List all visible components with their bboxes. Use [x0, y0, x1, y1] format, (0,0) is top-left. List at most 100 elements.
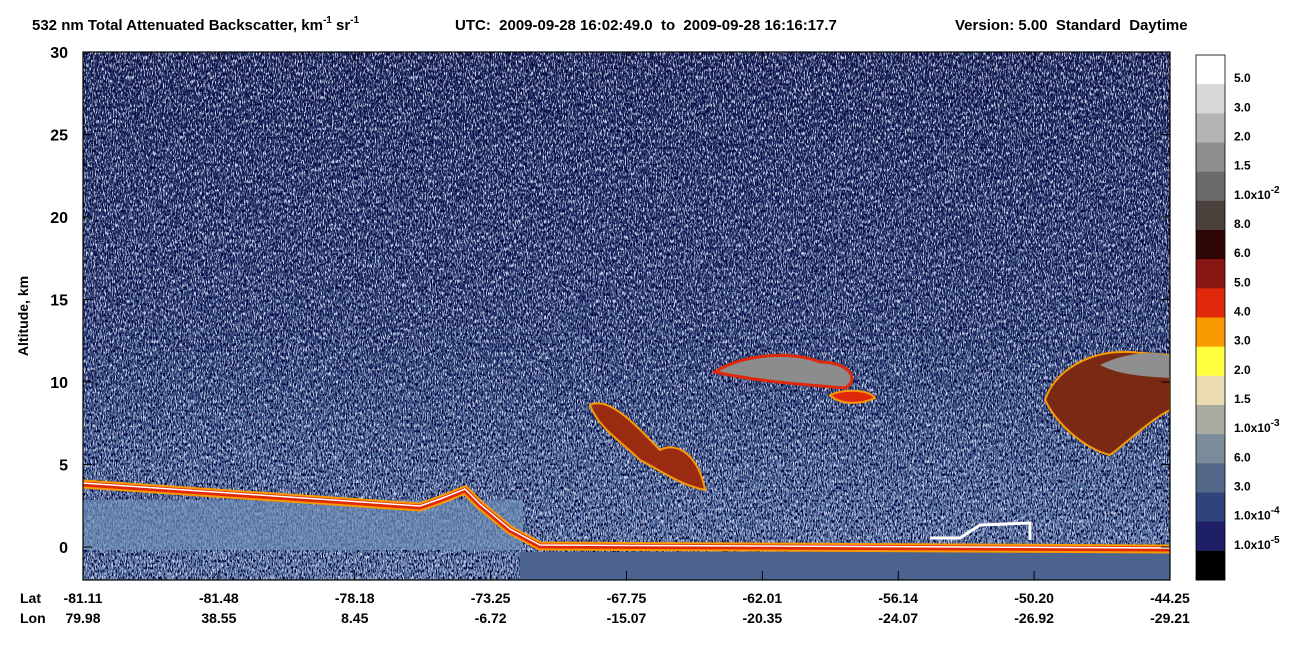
colorbar-label: 1.0x10-4 [1234, 506, 1280, 523]
x-row-label: Lat [20, 590, 41, 606]
lat-label: -67.75 [607, 590, 647, 606]
cloud [828, 389, 877, 404]
colorbar-label-text: 4.0 [1234, 305, 1251, 319]
colorbar-label: 6.0 [1234, 246, 1251, 260]
lon-label: -6.72 [475, 610, 507, 626]
colorbar-band [1196, 55, 1225, 85]
colorbar-band [1196, 259, 1225, 289]
colorbar-band [1196, 113, 1225, 143]
lon-label: 38.55 [201, 610, 236, 626]
lon-label: -24.07 [878, 610, 918, 626]
title-exponent: -1 [323, 15, 332, 26]
cloud [711, 353, 854, 390]
colorbar-band [1196, 346, 1225, 377]
colorbar-label-exponent: -5 [1271, 535, 1280, 546]
y-tick-label: 25 [50, 128, 68, 145]
colorbar-label-text: 1.5 [1234, 392, 1251, 406]
y-axis-label: Altitude, km [15, 276, 31, 356]
colorbar-label: 1.5 [1234, 392, 1251, 406]
colorbar-band [1196, 492, 1225, 523]
colorbar-label-text: 1.0x10 [1234, 421, 1271, 435]
colorbar-label-text: 1.0x10 [1234, 509, 1271, 523]
lon-label: -29.21 [1150, 610, 1190, 626]
subsurface [520, 552, 1170, 580]
colorbar-band [1196, 375, 1225, 406]
lat-label: -81.48 [199, 590, 239, 606]
lat-label: -78.18 [335, 590, 375, 606]
colorbar-label-text: 1.5 [1234, 159, 1251, 173]
lat-label: -44.25 [1150, 590, 1190, 606]
colorbar-label: 2.0 [1234, 130, 1251, 144]
colorbar-label-text: 1.0x10 [1234, 538, 1271, 552]
colorbar-label: 1.5 [1234, 159, 1251, 173]
colorbar-label-text: 1.0x10 [1234, 188, 1271, 202]
lat-label: -81.11 [64, 590, 103, 606]
lon-label: 79.98 [65, 610, 100, 626]
colorbar-label-text: 6.0 [1234, 246, 1251, 260]
colorbar-label: 8.0 [1234, 217, 1251, 231]
x-row-label: Lon [20, 610, 46, 626]
lat-label: -56.14 [878, 590, 918, 606]
colorbar-label: 5.0 [1234, 71, 1251, 85]
colorbar-band [1196, 84, 1225, 114]
lat-label: -50.20 [1014, 590, 1054, 606]
y-tick-label: 30 [50, 45, 68, 62]
colorbar-label-text: 3.0 [1234, 100, 1251, 114]
cloud [588, 402, 707, 492]
y-tick-label: 5 [59, 458, 68, 475]
colorbar-band [1196, 171, 1225, 202]
colorbar-label-text: 6.0 [1234, 450, 1251, 464]
colorbar-label: 3.0 [1234, 100, 1251, 114]
colorbar-label: 4.0 [1234, 305, 1251, 319]
version: Version: 5.00 Standard Daytime [955, 17, 1188, 34]
lon-label: -26.92 [1014, 610, 1054, 626]
colorbar-band [1196, 142, 1225, 173]
colorbar-label: 1.0x10-2 [1234, 185, 1280, 202]
backscatter-image [83, 52, 1170, 580]
y-tick-label: 10 [50, 375, 68, 392]
lon-label: -20.35 [743, 610, 783, 626]
time-range: UTC: 2009-09-28 16:02:49.0 to 2009-09-28… [455, 17, 837, 34]
colorbar-label-text: 5.0 [1234, 71, 1251, 85]
colorbar-band [1196, 288, 1225, 318]
cloud [1043, 350, 1170, 457]
colorbar-label-exponent: -4 [1271, 506, 1280, 517]
lat-label: -73.25 [471, 590, 511, 606]
colorbar-band [1196, 405, 1225, 435]
y-tick-label: 15 [50, 293, 68, 310]
colorbar-band [1196, 550, 1225, 581]
colorbar-label-text: 3.0 [1234, 334, 1251, 348]
y-tick-label: 0 [59, 540, 68, 557]
colorbar-label: 5.0 [1234, 275, 1251, 289]
colorbar-label: 3.0 [1234, 480, 1251, 494]
colorbar-band [1196, 317, 1225, 348]
colorbar-frame [1195, 54, 1226, 581]
colorbar-label-text: 3.0 [1234, 480, 1251, 494]
colorbar-label-text: 8.0 [1234, 217, 1251, 231]
colorbar-band [1196, 434, 1225, 464]
lon-label: -15.07 [607, 610, 647, 626]
title-main: 532 nm Total Attenuated Backscatter, km [32, 17, 323, 34]
colorbar-label-exponent: -3 [1271, 418, 1280, 429]
colorbar-label: 3.0 [1234, 334, 1251, 348]
colorbar-label-text: 2.0 [1234, 130, 1251, 144]
title-exponent: -1 [350, 15, 359, 26]
colorbar-band [1196, 463, 1225, 493]
colorbar-label: 2.0 [1234, 363, 1251, 377]
lon-label: 8.45 [341, 610, 368, 626]
colorbar-band [1196, 200, 1225, 231]
colorbar-label: 6.0 [1234, 450, 1251, 464]
lat-label: -62.01 [743, 590, 783, 606]
title-unit: sr [332, 17, 351, 34]
colorbar-label-exponent: -2 [1271, 185, 1280, 196]
colorbar-band [1196, 521, 1225, 552]
cloud [1100, 353, 1170, 378]
chart-title: 532 nm Total Attenuated Backscatter, km-… [32, 15, 360, 34]
colorbar-label-text: 2.0 [1234, 363, 1251, 377]
surface-return [83, 482, 1170, 549]
low-layer [83, 500, 523, 550]
colorbar-label: 1.0x10-3 [1234, 418, 1280, 435]
colorbar-label: 1.0x10-5 [1234, 535, 1280, 552]
